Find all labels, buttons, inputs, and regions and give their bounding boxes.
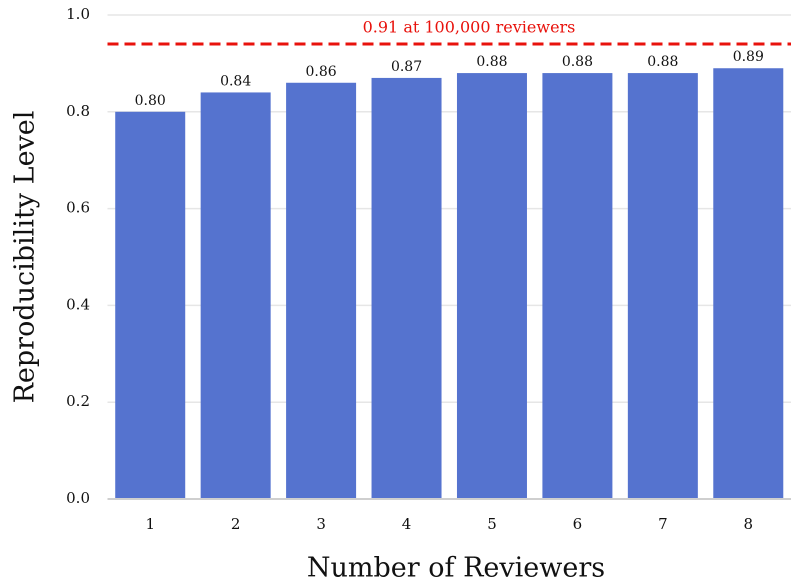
bar (286, 82, 357, 499)
y-tick-label: 1.0 (66, 5, 90, 23)
y-tick-label: 0.0 (66, 489, 90, 507)
x-tick-label: 7 (658, 515, 668, 533)
value-label: 0.89 (733, 49, 764, 65)
x-tick-label: 2 (231, 515, 241, 533)
value-label: 0.87 (391, 59, 422, 75)
bar (200, 92, 271, 499)
annotation: 0.91 at 100,000 reviewers (363, 18, 576, 37)
bar (713, 68, 784, 500)
x-tick-label: 1 (145, 515, 155, 533)
bar (115, 111, 186, 500)
value-label: 0.80 (135, 93, 166, 109)
bar (627, 73, 698, 499)
bar (542, 73, 613, 499)
value-label: 0.88 (476, 54, 507, 70)
value-label: 0.86 (306, 64, 337, 80)
value-label: 0.88 (647, 54, 678, 70)
x-tick-label: 5 (487, 515, 497, 533)
value-label: 0.88 (562, 54, 593, 70)
y-tick-label: 0.2 (66, 392, 90, 410)
bar (371, 77, 442, 500)
x-tick-label: 4 (402, 515, 412, 533)
x-axis-title: Number of Reviewers (307, 553, 605, 584)
bar (456, 73, 527, 499)
y-tick-label: 0.6 (66, 199, 90, 217)
x-tick-label: 8 (744, 515, 754, 533)
value-label: 0.84 (220, 73, 251, 89)
y-axis-title: Reproducibility Level (10, 111, 41, 404)
y-tick-label: 0.4 (66, 295, 90, 313)
y-tick-label: 0.8 (66, 102, 90, 120)
x-tick-label: 6 (573, 515, 583, 533)
x-tick-label: 3 (316, 515, 326, 533)
